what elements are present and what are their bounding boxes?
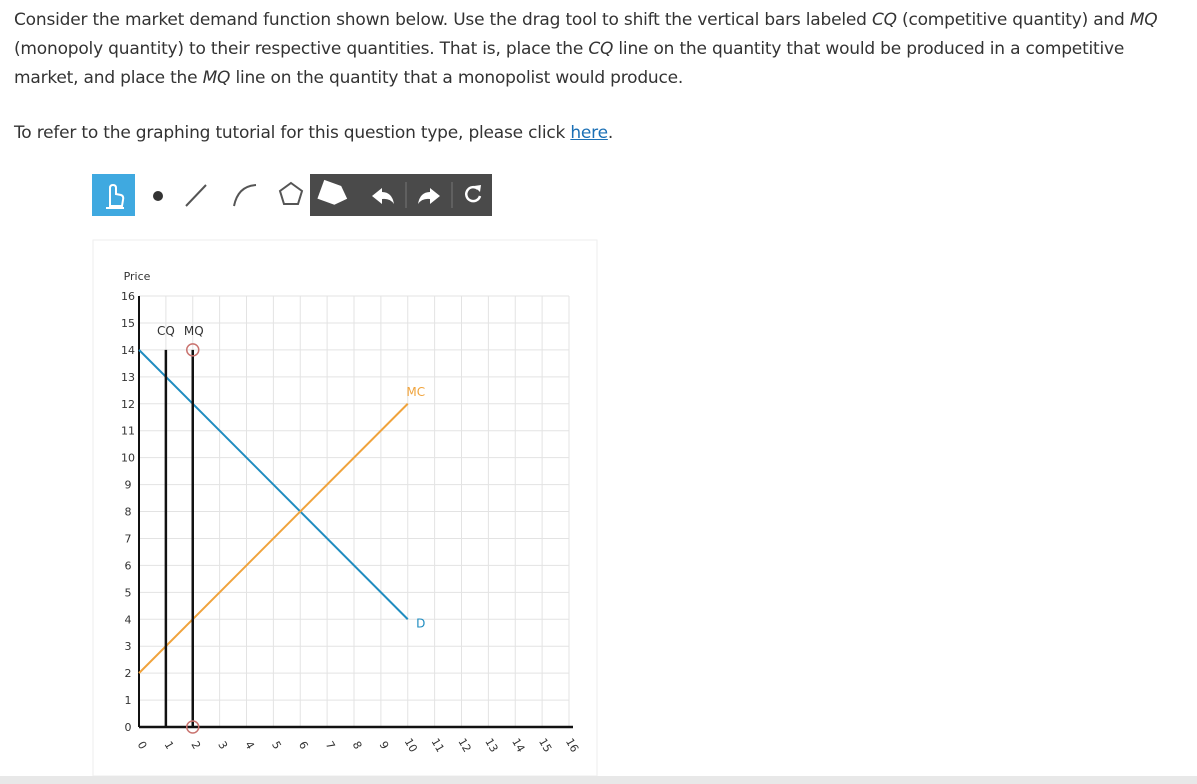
tutorial-before: To refer to the graphing tutorial for th… — [14, 123, 571, 143]
label-tool[interactable] — [317, 179, 350, 208]
y-tick-label: 1 — [125, 694, 132, 707]
quantity-term: CQ — [588, 39, 614, 59]
redo-button[interactable] — [418, 188, 440, 204]
y-tick-label: 3 — [125, 640, 132, 653]
line-tool[interactable] — [185, 184, 207, 207]
y-tick-label: 8 — [125, 506, 132, 519]
graph-panel — [92, 239, 598, 776]
tutorial-text: To refer to the graphing tutorial for th… — [14, 119, 613, 148]
x-tick-label: 11 — [429, 736, 447, 755]
quantity-term: CQ — [871, 10, 897, 30]
question-segment: line on the quantity that a monopolist w… — [230, 68, 684, 88]
y-tick-label: 14 — [121, 344, 135, 357]
graph: Price 0 1 2 3 4 5 6 7 8 9 10 11 12 13 14 15 160123456789… — [92, 239, 598, 776]
y-tick-label: 16 — [121, 290, 135, 303]
polygon-tool[interactable] — [278, 181, 304, 205]
y-tick-label: 10 — [121, 452, 135, 465]
question-segment: line on the quantity that would be produ… — [14, 39, 1125, 88]
x-tick-label: 13 — [482, 736, 500, 755]
x-tick-label: 10 — [402, 736, 420, 755]
quantity-term: MQ — [1129, 10, 1158, 30]
y-tick-label: 11 — [121, 425, 135, 438]
y-tick-label: 4 — [125, 613, 132, 626]
question-segment: (competitive quantity) and — [896, 10, 1130, 30]
curve-label: D — [416, 616, 425, 630]
drag-handle — [186, 720, 200, 734]
tutorial-after: . — [607, 123, 614, 143]
x-tick-label: 14 — [509, 736, 527, 755]
quantity-term: MQ — [202, 68, 231, 88]
toolbar — [92, 174, 492, 216]
y-tick-label: 5 — [125, 586, 132, 599]
question-text: Consider the market demand function show… — [14, 6, 1189, 93]
curve — [138, 403, 409, 674]
y-tick-label: 0 — [125, 721, 132, 734]
y-tick-label: 15 — [121, 317, 135, 330]
y-tick-label: 2 — [125, 667, 132, 680]
quantity-bar-label: MQ — [184, 324, 204, 338]
drag-tool-button[interactable] — [92, 174, 135, 216]
drag-handle — [186, 343, 200, 357]
x-tick-label: 16 — [563, 736, 581, 755]
y-tick-label: 13 — [121, 371, 135, 384]
curve — [138, 349, 409, 620]
drag-icon — [106, 183, 125, 209]
y-tick-label: 7 — [125, 532, 132, 545]
curve-label: MC — [406, 385, 425, 399]
y-tick-label: 9 — [125, 479, 132, 492]
y-tick-label: 12 — [121, 398, 135, 411]
x-tick-label: 15 — [536, 736, 554, 755]
curve-tool[interactable] — [233, 184, 257, 207]
bottom-bar — [0, 776, 1197, 784]
x-tick-label: 12 — [455, 736, 473, 755]
undo-button[interactable] — [372, 188, 394, 204]
point-tool[interactable] — [153, 191, 163, 201]
question-segment: (monopoly quantity) to their respective … — [14, 39, 589, 59]
y-axis-label: Price — [124, 270, 151, 283]
reset-button[interactable] — [465, 185, 482, 203]
tutorial-link[interactable]: here — [570, 123, 608, 143]
question-segment: Consider the market demand function show… — [14, 10, 872, 30]
y-tick-label: 6 — [125, 559, 132, 572]
quantity-bar-label: CQ — [157, 324, 175, 338]
